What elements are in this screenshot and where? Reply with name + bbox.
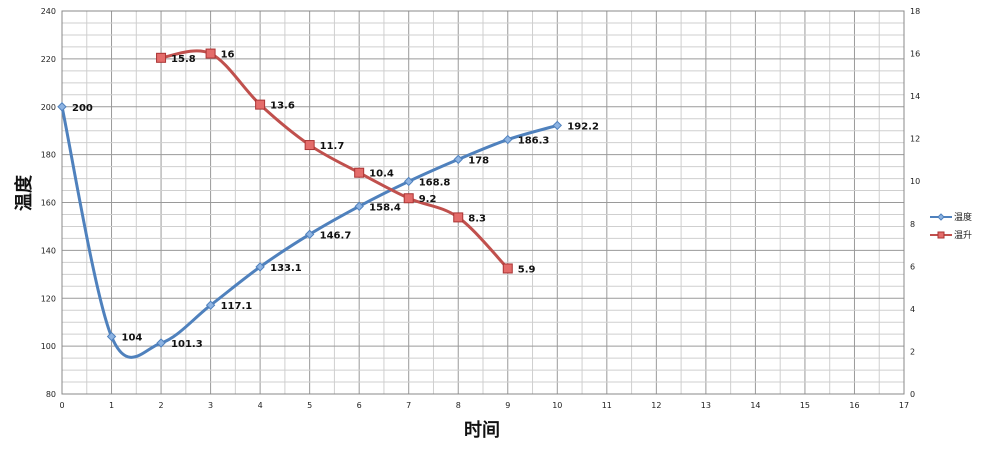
data-point-marker [453,154,463,165]
data-point-marker [255,99,266,110]
x-tick-label: 16 [849,401,859,410]
y2-tick-label: 10 [910,177,920,186]
x-tick-label: 11 [602,401,612,410]
chart-grid [61,10,905,395]
x-tick-label: 9 [505,401,510,410]
x-axis-title: 时间 [464,420,500,441]
y2-tick-label: 16 [910,50,920,59]
data-point-marker [156,338,166,348]
x-tick-label: 14 [750,401,760,410]
data-point-marker [57,102,67,112]
data-label: 15.8 [171,54,196,65]
data-label: 5.9 [518,264,536,275]
y-tick-label: 140 [41,246,56,255]
x-tick-label: 4 [258,401,263,410]
data-label: 186.3 [518,136,550,147]
y2-tick-label: 18 [910,7,920,16]
data-label: 104 [122,333,143,344]
y2-tick-label: 0 [910,390,915,399]
x-tick-label: 10 [552,401,562,410]
x-tick-label: 1 [109,401,114,410]
y-tick-label: 220 [41,55,56,64]
legend-swatch-marker [937,231,945,239]
data-label: 13.6 [270,101,295,112]
data-point-marker [205,48,216,59]
data-point-marker [156,52,167,63]
y-axis-title: 温度 [13,174,35,211]
axis-ticks: 0 1 2 3 4 5 6 7 8 9 10 11 12 13 14 15 16 1780100120140160… [41,7,920,410]
data-point-marker [403,176,414,187]
y-tick-label: 160 [41,199,56,208]
y-tick-label: 120 [41,294,56,303]
y2-tick-label: 4 [910,305,915,314]
data-label: 10.4 [369,169,394,180]
x-tick-label: 3 [208,401,213,410]
x-tick-label: 7 [406,401,411,410]
data-label: 101.3 [171,339,203,350]
series-layer [57,48,563,359]
y2-tick-label: 2 [910,347,915,356]
data-label: 117.1 [221,301,253,312]
y2-tick-label: 12 [910,135,920,144]
x-tick-label: 12 [651,401,661,410]
data-point-marker [453,212,464,223]
data-point-marker [354,201,364,212]
data-label: 8.3 [468,213,486,224]
x-tick-label: 13 [701,401,711,410]
data-label: 178 [468,155,489,166]
y-tick-label: 180 [41,151,56,160]
legend-swatch-marker [937,213,945,221]
data-point-marker [304,140,315,151]
x-tick-label: 2 [159,401,164,410]
x-tick-label: 8 [456,401,461,410]
data-point-marker [403,193,414,204]
data-label: 158.4 [369,202,401,213]
data-point-marker [354,167,365,178]
plot-border [61,10,905,395]
legend-label: 温度 [954,211,972,223]
data-point-marker [503,134,513,145]
data-label: 11.7 [320,141,345,152]
y-tick-label: 200 [41,103,56,112]
x-tick-label: 6 [357,401,362,410]
y-tick-label: 100 [41,342,56,351]
data-label: 16 [221,50,235,61]
y2-tick-label: 6 [910,262,915,271]
data-labels: 200 104 101.3 117.1 133.1 146.7 158.4 168.8 178 1… [72,50,599,350]
x-tick-label: 17 [899,401,909,410]
data-label: 133.1 [270,263,302,274]
x-tick-label: 0 [59,401,64,410]
data-label: 146.7 [320,230,352,241]
y2-tick-label: 14 [910,92,920,101]
data-point-marker [552,120,563,131]
data-point-marker [106,331,117,342]
data-label: 168.8 [419,177,451,188]
y-tick-label: 240 [41,7,56,16]
data-point-marker [502,263,513,274]
data-point-marker [304,229,315,240]
data-point-marker [255,262,265,272]
data-point-marker [205,300,216,310]
data-label: 200 [72,103,93,114]
legend-label: 温升 [954,230,972,241]
x-tick-label: 5 [307,401,312,410]
y2-tick-label: 8 [910,220,915,229]
y-tick-label: 80 [46,390,56,399]
x-tick-label: 15 [800,401,810,410]
data-label: 192.2 [567,121,599,132]
data-label: 9.2 [419,194,437,205]
